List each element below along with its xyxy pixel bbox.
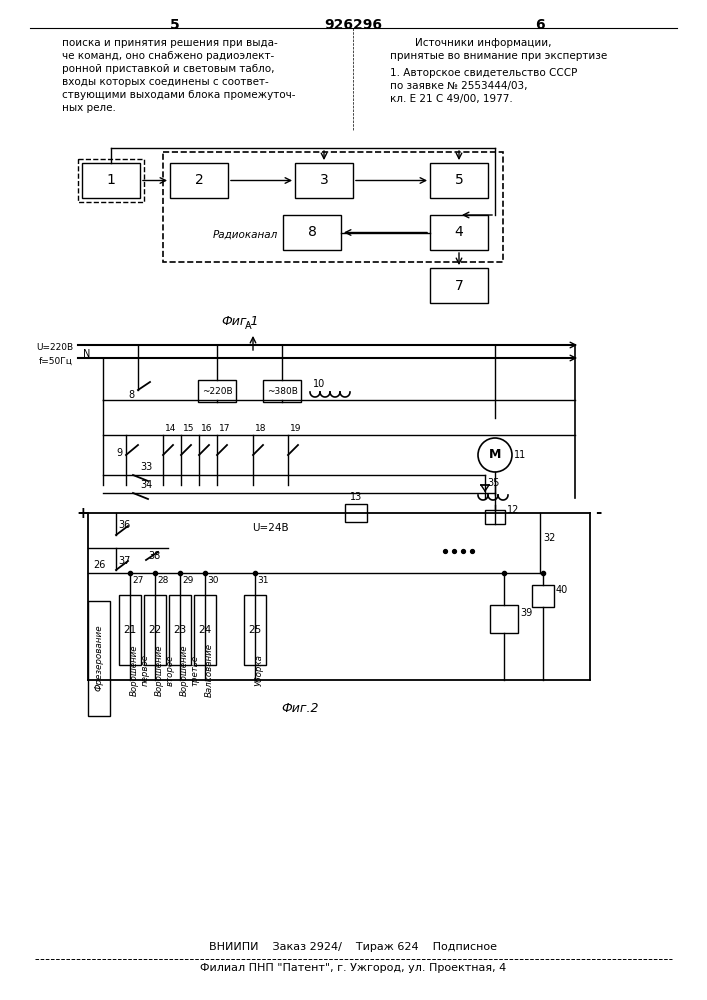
Text: 8: 8 [308, 226, 317, 239]
Text: Радиоканал: Радиоканал [213, 230, 278, 239]
Text: поиска и принятия решения при выда-: поиска и принятия решения при выда- [62, 38, 278, 48]
Text: 25: 25 [248, 625, 262, 635]
Text: Источники информации,: Источники информации, [415, 38, 551, 48]
Text: 36: 36 [118, 520, 130, 530]
Text: N: N [83, 349, 90, 359]
Text: входы которых соединены с соответ-: входы которых соединены с соответ- [62, 77, 269, 87]
Text: 16: 16 [201, 424, 213, 433]
Text: 5: 5 [170, 18, 180, 32]
Text: 18: 18 [255, 424, 267, 433]
Bar [78, 159, 144, 202]
Text: 38: 38 [148, 551, 160, 561]
Text: 26: 26 [93, 560, 105, 570]
Text: 3: 3 [320, 174, 328, 188]
Text: 19: 19 [290, 424, 301, 433]
Text: Фиг.1: Фиг.1 [221, 315, 259, 328]
Text: Ворошение
первое: Ворошение первое [130, 644, 149, 696]
Text: 23: 23 [173, 625, 187, 635]
Bar [430, 163, 488, 198]
Text: 29: 29 [182, 576, 194, 585]
Text: че команд, оно снабжено радиоэлект-: че команд, оно снабжено радиоэлект- [62, 51, 274, 61]
Text: Уборка: Уборка [255, 654, 264, 686]
Text: 8: 8 [129, 390, 135, 400]
Bar [345, 504, 367, 522]
Text: U=24В: U=24В [252, 523, 288, 533]
Text: 1. Авторское свидетельство СССР: 1. Авторское свидетельство СССР [390, 68, 578, 78]
Text: 40: 40 [556, 585, 568, 595]
Text: Филиал ПНП "Патент", г. Ужгород, ул. Проектная, 4: Филиал ПНП "Патент", г. Ужгород, ул. Про… [200, 963, 506, 973]
Bar [82, 163, 140, 198]
Text: ствующими выходами блока промежуточ-: ствующими выходами блока промежуточ- [62, 90, 296, 100]
Text: 32: 32 [543, 533, 556, 543]
Text: принятые во внимание при экспертизе: принятые во внимание при экспертизе [390, 51, 607, 61]
Text: 1: 1 [107, 174, 115, 188]
Bar [490, 605, 518, 633]
Text: ~380В: ~380В [267, 386, 298, 395]
Text: 21: 21 [124, 625, 136, 635]
Text: 5: 5 [455, 174, 463, 188]
Text: 4: 4 [455, 226, 463, 239]
Text: 14: 14 [165, 424, 176, 433]
Text: 27: 27 [132, 576, 144, 585]
Text: 24: 24 [199, 625, 211, 635]
Text: U=220В: U=220В [36, 344, 73, 353]
Text: A: A [245, 321, 251, 331]
Bar [485, 510, 505, 524]
Text: ронной приставкой и световым табло,: ронной приставкой и световым табло, [62, 64, 274, 74]
Text: 28: 28 [157, 576, 168, 585]
Text: 10: 10 [313, 379, 325, 389]
Text: ~220В: ~220В [201, 386, 233, 395]
Text: 17: 17 [219, 424, 230, 433]
Bar [295, 163, 353, 198]
Text: ных реле.: ных реле. [62, 103, 116, 113]
Text: +: + [76, 506, 89, 520]
Text: 13: 13 [350, 492, 362, 502]
Text: 926296: 926296 [324, 18, 382, 32]
Text: -: - [595, 506, 601, 520]
Bar [170, 163, 228, 198]
Bar [283, 215, 341, 250]
Bar [169, 595, 191, 665]
Text: Валкование: Валкование [205, 643, 214, 697]
Text: 12: 12 [507, 505, 520, 515]
Bar [430, 215, 488, 250]
Bar [163, 152, 503, 262]
Text: 15: 15 [183, 424, 194, 433]
Bar [119, 595, 141, 665]
Bar [244, 595, 266, 665]
Text: Фиг.2: Фиг.2 [281, 702, 319, 715]
Text: Фрезерование: Фрезерование [95, 625, 103, 691]
Text: 9: 9 [117, 448, 123, 458]
Bar [198, 380, 236, 402]
Text: f=50Гц: f=50Гц [39, 357, 73, 365]
Text: Ворошение
второе: Ворошение второе [155, 644, 175, 696]
Bar [430, 268, 488, 303]
Text: 22: 22 [148, 625, 162, 635]
Text: 31: 31 [257, 576, 269, 585]
Text: 35: 35 [487, 478, 499, 488]
Text: 11: 11 [514, 450, 526, 460]
Text: 6: 6 [535, 18, 545, 32]
Text: М: М [489, 448, 501, 462]
Text: Ворошение
третье: Ворошение третье [180, 644, 199, 696]
Text: 33: 33 [140, 462, 152, 472]
Text: 34: 34 [140, 480, 152, 490]
Text: кл. Е 21 С 49/00, 1977.: кл. Е 21 С 49/00, 1977. [390, 94, 513, 104]
Bar [88, 601, 110, 716]
Bar [144, 595, 166, 665]
Text: 30: 30 [207, 576, 218, 585]
Text: ВНИИПИ    Заказ 2924/    Тираж 624    Подписное: ВНИИПИ Заказ 2924/ Тираж 624 Подписное [209, 942, 497, 952]
Bar [532, 585, 554, 607]
Bar [194, 595, 216, 665]
Text: 37: 37 [118, 556, 130, 566]
Text: по заявке № 2553444/03,: по заявке № 2553444/03, [390, 81, 527, 91]
Text: 7: 7 [455, 278, 463, 292]
Text: 39: 39 [520, 608, 532, 618]
Bar [263, 380, 301, 402]
Text: 2: 2 [194, 174, 204, 188]
